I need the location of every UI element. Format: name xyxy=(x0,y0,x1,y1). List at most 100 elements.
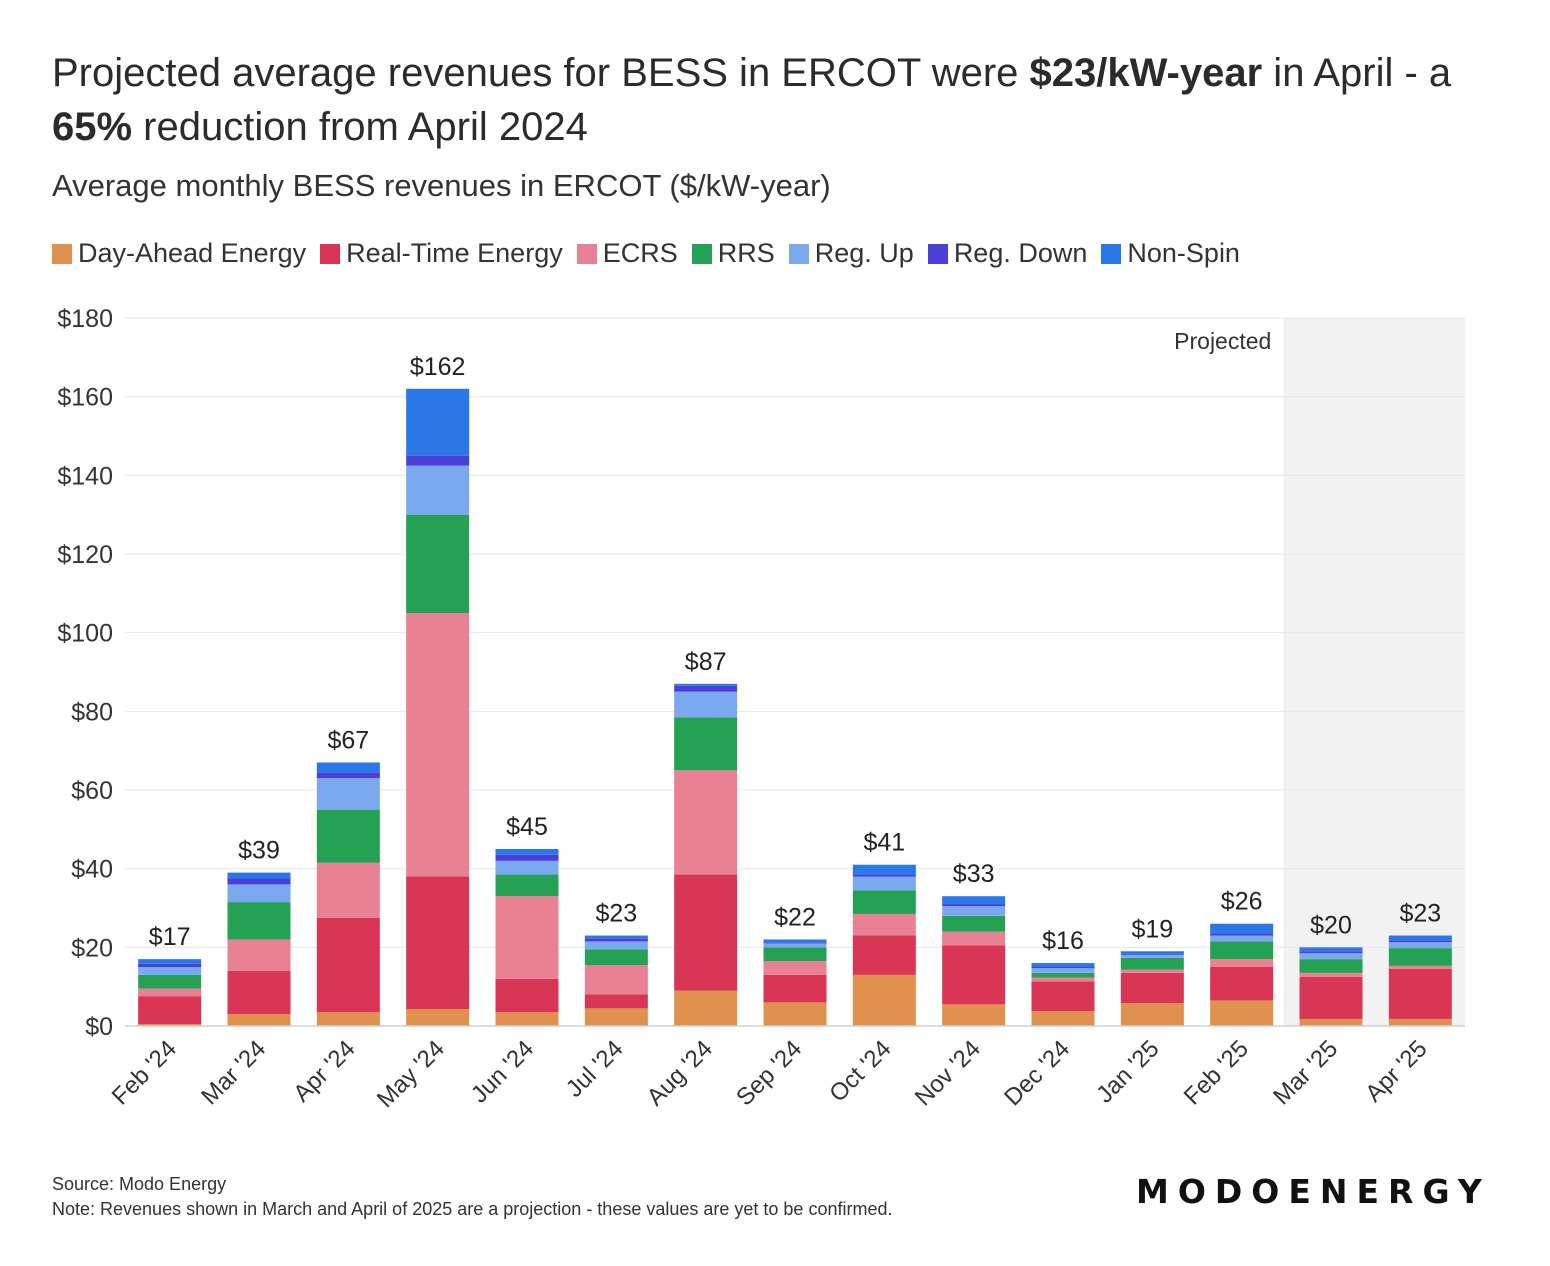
bar-segment xyxy=(584,994,648,1009)
note-text: Note: Revenues shown in March and April … xyxy=(52,1199,893,1219)
bar-total-label: $33 xyxy=(953,860,995,888)
bar-segment xyxy=(406,455,470,466)
title-highlight-revenue: $23/kW-year xyxy=(1029,51,1263,95)
legend-swatch xyxy=(1101,243,1122,264)
bar-total-label: $19 xyxy=(1131,915,1173,943)
y-tick-label: $120 xyxy=(57,541,113,569)
x-tick-label: May '24 xyxy=(372,1035,450,1113)
bar-segment xyxy=(942,931,1006,946)
bar-segment xyxy=(674,874,738,991)
y-tick-label: $180 xyxy=(57,305,113,333)
bar-segment xyxy=(138,959,202,964)
bar-segment xyxy=(138,1024,202,1026)
bar-segment xyxy=(942,906,1006,916)
bar-total-label: $67 xyxy=(327,726,369,754)
bar-segment xyxy=(316,762,380,773)
bar-segment xyxy=(406,388,470,456)
title-text-3: reduction from April 2024 xyxy=(132,105,588,149)
y-tick-label: $0 xyxy=(85,1013,113,1041)
legend-item: Reg. Down xyxy=(927,238,1087,269)
bar-segment xyxy=(1031,977,1095,982)
bar-segment xyxy=(1299,972,1363,977)
bar-segment xyxy=(495,854,559,861)
bar-segment xyxy=(316,809,380,863)
legend-swatch xyxy=(320,243,341,264)
x-tick-label: Jan '25 xyxy=(1091,1035,1164,1108)
legend-label: Real-Time Energy xyxy=(346,238,563,268)
x-tick-label: Jul '24 xyxy=(561,1035,629,1103)
legend-label: Reg. Up xyxy=(814,238,914,268)
bar-segment xyxy=(1031,968,1095,973)
bar-segment xyxy=(227,884,291,903)
bar-segment xyxy=(227,1014,291,1026)
bar-segment xyxy=(1299,951,1363,954)
legend-swatch xyxy=(691,243,712,264)
projected-label: Projected xyxy=(1174,328,1271,354)
legend-item: RRS xyxy=(691,238,775,269)
bar-segment xyxy=(942,896,1006,905)
bar-segment xyxy=(763,939,827,943)
bar-segment xyxy=(1388,1018,1452,1026)
bar-segment xyxy=(852,974,916,1026)
bar-segment xyxy=(406,465,470,515)
bar-segment xyxy=(584,965,648,995)
bar-segment xyxy=(852,864,916,875)
bar-total-label: $45 xyxy=(506,813,548,841)
x-tick-label: Feb '24 xyxy=(107,1035,182,1110)
bar-segment xyxy=(316,778,380,810)
legend: Day-Ahead Energy Real-Time Energy ECRS RRS R… xyxy=(52,238,1254,269)
bar-segment xyxy=(942,904,1006,907)
legend-item: Day-Ahead Energy xyxy=(52,238,306,269)
projected-region xyxy=(1283,318,1465,1026)
title-text-2: in April - a xyxy=(1262,51,1452,95)
x-tick-label: Mar '25 xyxy=(1268,1035,1343,1110)
bar-segment xyxy=(942,915,1006,932)
bar-segment xyxy=(763,1002,827,1026)
bar-segment xyxy=(138,967,202,975)
y-tick-label: $100 xyxy=(57,620,113,648)
bar-segment xyxy=(1120,969,1184,973)
bar-segment xyxy=(227,902,291,940)
brand-logo: MODOENERGY xyxy=(1136,1172,1491,1211)
bar-segment xyxy=(1388,948,1452,966)
bar-total-label: $87 xyxy=(685,648,727,676)
bar-segment xyxy=(1388,940,1452,943)
legend-swatch xyxy=(927,243,948,264)
bar-segment xyxy=(763,961,827,975)
x-tick-label: Dec '24 xyxy=(999,1035,1075,1111)
bar-segment xyxy=(406,613,470,877)
bar-segment xyxy=(495,978,559,1013)
bar-segment xyxy=(1388,968,1452,1019)
bar-segment xyxy=(138,996,202,1025)
bar-segment xyxy=(1120,951,1184,955)
bar-segment xyxy=(1031,972,1095,978)
x-tick-label: Jun '24 xyxy=(466,1035,539,1108)
bar-segment xyxy=(674,770,738,875)
footnote: Source: Modo Energy Note: Revenues shown… xyxy=(52,1172,892,1222)
legend-swatch xyxy=(788,243,809,264)
bar-segment xyxy=(1299,947,1363,952)
bar-segment xyxy=(1388,942,1452,949)
legend-item: Real-Time Energy xyxy=(320,238,563,269)
stacked-bar-chart: Projected $0 $20 $40 $60 $80 $100 $120 $140 $160 $… xyxy=(57,305,1465,1113)
bar-segment xyxy=(674,990,738,1026)
chart-title: Projected average revenues for BESS in E… xyxy=(52,46,1512,154)
bar-total-label: $23 xyxy=(1399,900,1441,928)
bar-segment xyxy=(138,974,202,989)
bar-segment xyxy=(495,896,559,979)
bar-segment xyxy=(316,917,380,1013)
legend-label: ECRS xyxy=(602,238,678,268)
bar-segment xyxy=(852,874,916,877)
bar-segment xyxy=(227,878,291,885)
bar-segment xyxy=(406,1009,470,1026)
legend-swatch xyxy=(52,243,72,264)
bar-segment xyxy=(674,685,738,692)
bar-total-label: $23 xyxy=(595,900,637,928)
bar-segment xyxy=(138,988,202,997)
legend-item: Reg. Up xyxy=(788,238,914,269)
legend-item: Non-Spin xyxy=(1101,238,1240,269)
bar-segment xyxy=(1299,1018,1363,1026)
x-tick-label: Apr '25 xyxy=(1360,1035,1432,1107)
bar-segment xyxy=(674,717,738,771)
bar-segment xyxy=(316,772,380,779)
